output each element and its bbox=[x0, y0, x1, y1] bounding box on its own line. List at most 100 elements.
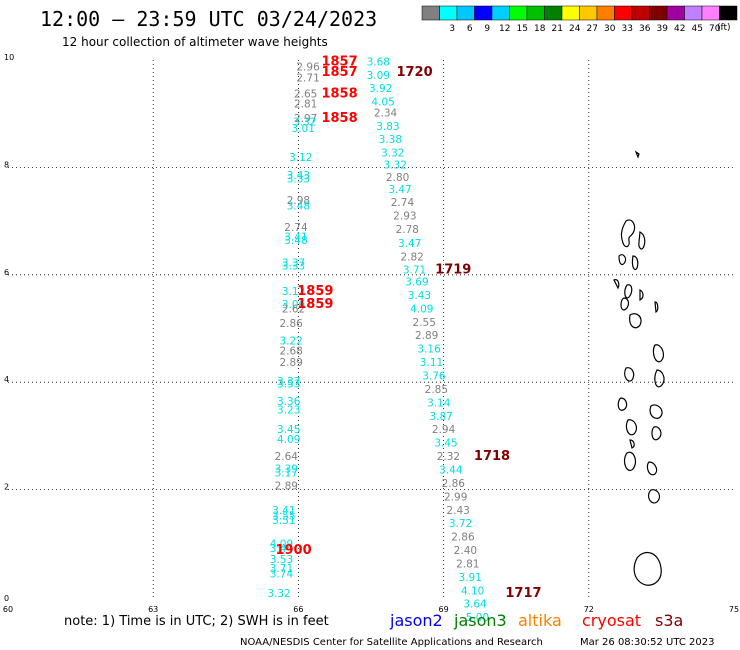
pass-time-label: 1720 bbox=[396, 65, 432, 80]
island-19 bbox=[629, 439, 635, 449]
wave-height-label: 3.41 bbox=[272, 505, 295, 517]
wave-height-label: 3.12 bbox=[282, 286, 305, 298]
wave-height-label: 3.36 bbox=[277, 396, 301, 408]
pass-time-label: 1857 bbox=[321, 65, 357, 80]
legend-swatch bbox=[421, 5, 440, 21]
island-14 bbox=[654, 369, 665, 388]
wave-height-label: 3.92 bbox=[369, 83, 392, 95]
wave-height-label: 2.99 bbox=[444, 491, 467, 503]
y-tick-label: 0 bbox=[4, 594, 9, 603]
pass-time-label: 1859 bbox=[297, 297, 333, 312]
legend-swatch bbox=[701, 5, 720, 21]
wave-height-label: 2.89 bbox=[415, 330, 438, 342]
legend-label: 21 bbox=[552, 24, 563, 34]
x-tick-label: 72 bbox=[584, 605, 594, 614]
wave-height-label: 3.48 bbox=[287, 200, 310, 212]
island-18 bbox=[651, 426, 662, 441]
wave-height-label: 3.44 bbox=[439, 464, 463, 476]
wave-height-label: 3.91 bbox=[459, 572, 482, 584]
legend-label: 18 bbox=[534, 24, 546, 34]
wave-height-label: 3.83 bbox=[376, 121, 399, 133]
x-tick-labels: 60 63 66 69 72 75 bbox=[3, 605, 739, 614]
legend-swatch bbox=[614, 5, 633, 21]
wave-height-label: 3.32 bbox=[293, 117, 316, 129]
island-17 bbox=[625, 419, 638, 436]
wave-height-label: 2.86 bbox=[442, 478, 466, 490]
wave-height-label: 3.09 bbox=[367, 70, 390, 82]
wave-height-label: 2.93 bbox=[393, 210, 416, 222]
wave-height-label: 2.71 bbox=[296, 72, 319, 84]
legend-swatch bbox=[491, 5, 510, 21]
wave-height-label: 2.55 bbox=[413, 317, 436, 329]
wave-height-label: 2.85 bbox=[425, 384, 448, 396]
wave-height-label: 3.76 bbox=[422, 371, 446, 383]
legend-label: 70 bbox=[709, 24, 721, 34]
legend-swatch bbox=[684, 5, 703, 21]
color-legend: 3 6 9 12 15 18 21 24 27 30 33 36 39 42 45 70 bbox=[421, 5, 738, 34]
wave-height-label: 3.06 bbox=[282, 299, 306, 311]
wave-height-label: 3.71 bbox=[270, 563, 293, 575]
x-tick-label: 66 bbox=[293, 605, 303, 614]
legend-swatch bbox=[526, 5, 545, 21]
pass-time-label: 1857 bbox=[321, 54, 357, 69]
island-4 bbox=[618, 254, 627, 266]
wave-height-label: 2.89 bbox=[279, 357, 302, 369]
wave-height-label: 2.68 bbox=[279, 345, 302, 357]
wave-height-label: 3.38 bbox=[379, 134, 402, 146]
wave-height-label: 3.71 bbox=[403, 265, 426, 277]
legend-label: 9 bbox=[484, 24, 490, 34]
wave-height-label: 2.86 bbox=[451, 532, 475, 544]
wave-height-label: 3.43 bbox=[408, 290, 431, 302]
legend-label: 24 bbox=[569, 24, 581, 34]
y-tick-label: 2 bbox=[4, 483, 9, 492]
satellite-label: altika bbox=[518, 611, 562, 630]
footer-note: note: 1) Time is in UTC; 2) SWH is in fe… bbox=[64, 614, 329, 629]
wave-height-label: 4.10 bbox=[461, 585, 484, 597]
island-15 bbox=[617, 397, 628, 411]
legend-swatch bbox=[474, 5, 493, 21]
wave-height-label: 3.55 bbox=[272, 511, 295, 523]
wave-height-label: 3.45 bbox=[434, 438, 457, 450]
island-20 bbox=[623, 451, 637, 471]
satellite-label: cryosat bbox=[582, 611, 641, 630]
legend-label: 15 bbox=[517, 24, 528, 34]
wave-height-label: 4.09 bbox=[277, 434, 300, 446]
satellite-label: jason3 bbox=[453, 611, 507, 630]
wave-height-label: 3.39 bbox=[275, 463, 298, 475]
island-21 bbox=[646, 461, 658, 476]
wave-height-label: 3.53 bbox=[270, 554, 293, 566]
wave-height-label: 2.98 bbox=[287, 195, 310, 207]
wave-height-label: 3.53 bbox=[277, 379, 300, 391]
pass-time-label: 1858 bbox=[321, 87, 357, 102]
island-8 bbox=[639, 289, 644, 301]
island-1 bbox=[634, 150, 640, 159]
wave-height-label: 2.82 bbox=[400, 251, 423, 263]
pass-time-label: 1859 bbox=[297, 284, 333, 299]
wave-height-label: 3.32 bbox=[384, 159, 407, 171]
pass-time-label: 1900 bbox=[275, 543, 311, 558]
wave-height-label: 2.96 bbox=[296, 62, 320, 74]
wave-height-label: 3.32 bbox=[267, 588, 290, 600]
wave-height-label: 3.33 bbox=[282, 260, 305, 272]
wave-height-label: 3.41 bbox=[284, 231, 307, 243]
wave-height-label: 2.40 bbox=[454, 545, 477, 557]
island-6 bbox=[613, 279, 620, 290]
legend-swatch bbox=[456, 5, 475, 21]
wave-height-label: 2.65 bbox=[294, 89, 317, 101]
legend-unit: (ft) bbox=[717, 23, 731, 33]
wave-height-label: 2.86 bbox=[279, 318, 303, 330]
wave-height-label: 3.44 bbox=[270, 543, 294, 555]
chart-title: 12:00 — 23:59 UTC 03/24/2023 bbox=[40, 7, 377, 31]
wave-height-label: 3.01 bbox=[292, 123, 315, 135]
wave-height-label: 3.14 bbox=[427, 397, 451, 409]
legend-label: 3 bbox=[449, 24, 455, 34]
wave-height-label: 2.78 bbox=[396, 224, 419, 236]
wave-height-label: 4.09 bbox=[270, 539, 293, 551]
footer-timestamp: Mar 26 08:30:52 UTC 2023 bbox=[580, 637, 715, 648]
wave-height-label: 3.72 bbox=[449, 518, 472, 530]
island-11 bbox=[654, 301, 659, 314]
wave-height-label: 3.12 bbox=[289, 152, 312, 164]
x-tick-label: 69 bbox=[439, 605, 449, 614]
pass-time-label: 1718 bbox=[474, 449, 510, 464]
x-tick-label: 75 bbox=[729, 605, 739, 614]
